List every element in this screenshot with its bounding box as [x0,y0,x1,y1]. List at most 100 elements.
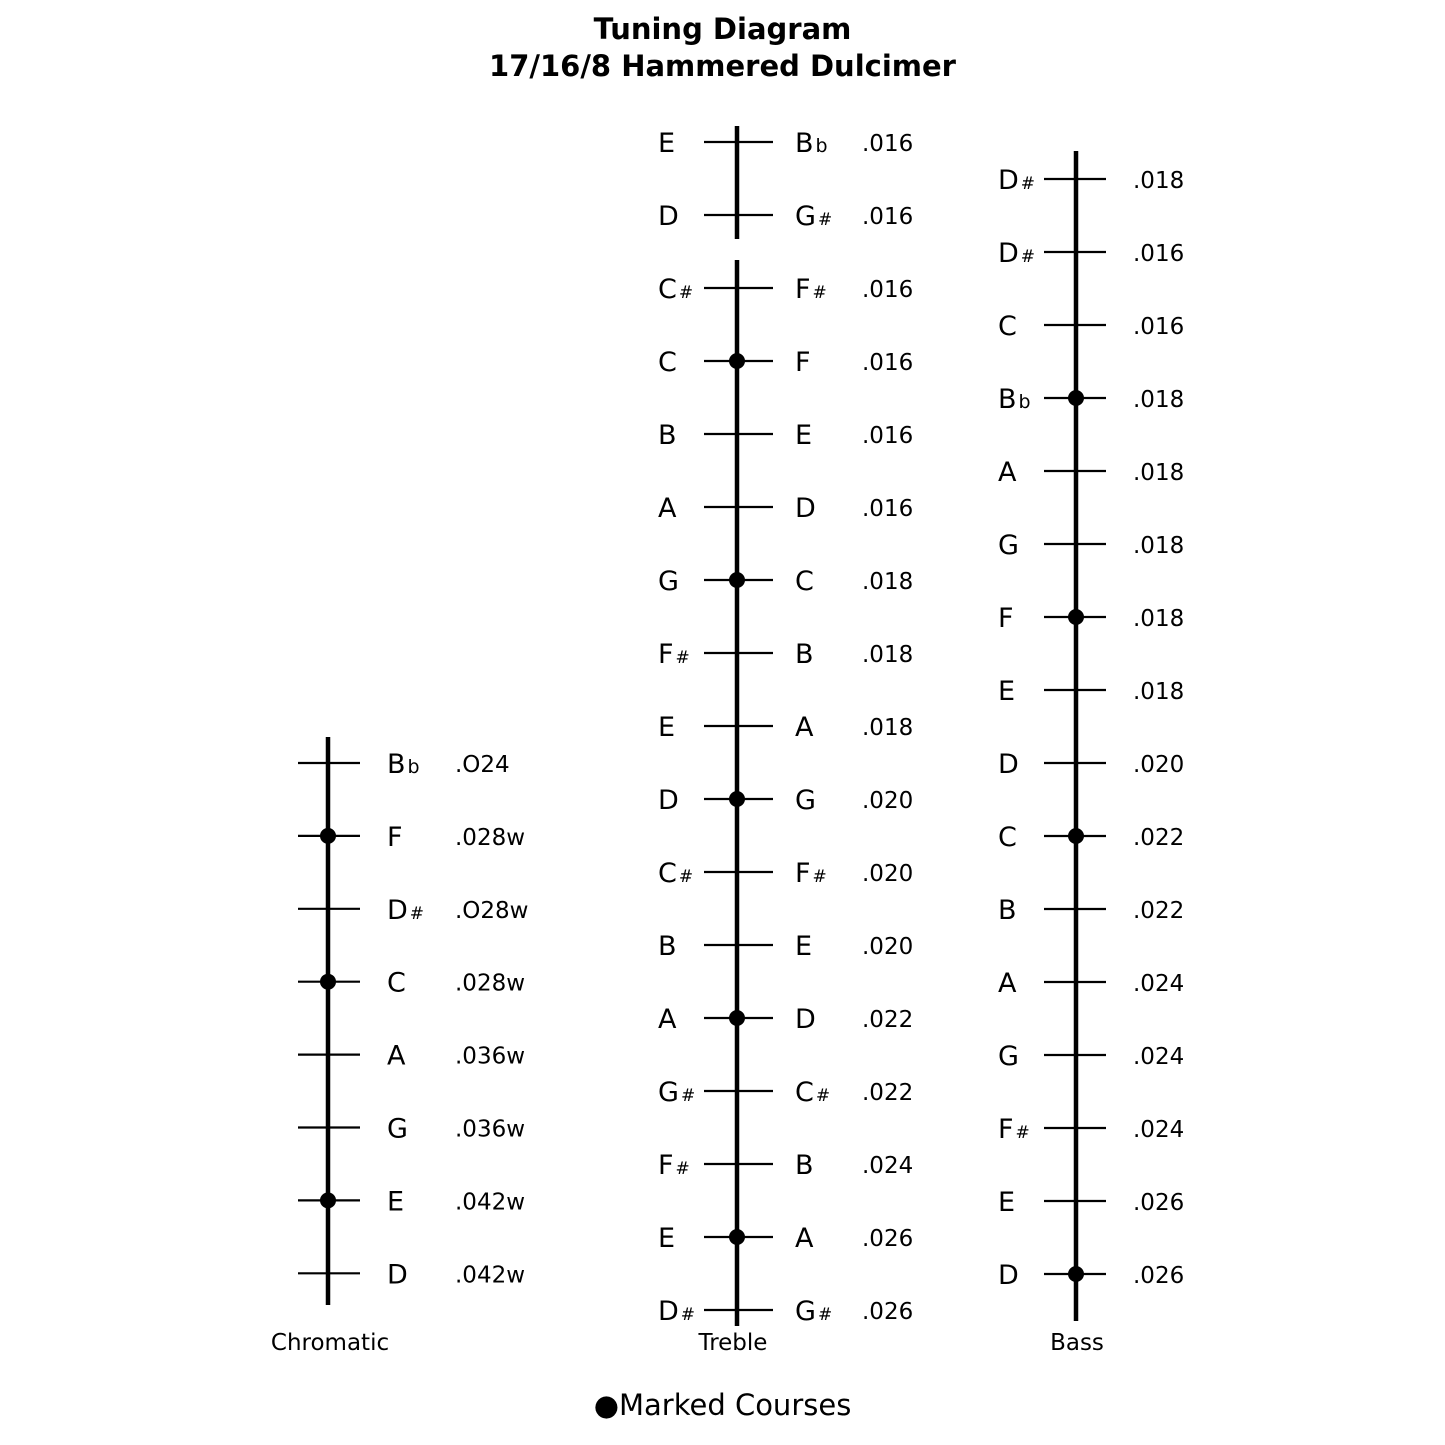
chromatic-gauge: .042w [455,1262,525,1288]
treble-right-note: F # [795,274,827,305]
bass-note: D # [998,238,1035,269]
bass-note: D [998,1260,1019,1291]
bass-gauge: .022 [1133,825,1184,851]
chromatic-note: C [387,968,406,999]
bass-note: C [998,822,1017,853]
treble-gauge: .016 [862,350,913,376]
marked-course-dot [729,572,745,588]
bass-note: C [998,311,1017,342]
chromatic-gauge: .028w [455,971,525,997]
marked-course-dot [1068,390,1084,406]
marked-course-dot [729,353,745,369]
bass-gauge: .018 [1133,533,1184,559]
bass-gauge: .016 [1133,314,1184,340]
treble-left-note: F # [658,1150,690,1181]
treble-right-note: G [795,785,816,816]
treble-gauge: .016 [862,131,913,157]
treble-left-note: E [658,1223,675,1254]
treble-left-note: A [658,493,677,524]
chromatic-note: E [387,1186,404,1217]
bass-gauge: .018 [1133,168,1184,194]
treble-left-note: E [658,712,675,743]
treble-gauge: .024 [862,1153,913,1179]
bass-note: F # [998,1114,1030,1145]
bass-gauge: .018 [1133,387,1184,413]
treble-right-note: G # [795,1296,832,1327]
legend-label: Marked Courses [619,1388,852,1422]
treble-left-note: B [658,420,677,451]
treble-gauge: .018 [862,715,913,741]
title-line-2: 17/16/8 Hammered Dulcimer [489,49,956,83]
bass-note: B [998,895,1017,926]
chromatic-gauge: .O28w [455,898,529,924]
treble-gauge: .016 [862,423,913,449]
marked-course-dot [729,791,745,807]
bass-gauge: .026 [1133,1190,1184,1216]
treble-right-note: D [795,1004,816,1035]
treble-right-note: F # [795,858,827,889]
chromatic-note: D [387,1259,408,1290]
treble-right-note: G # [795,201,832,232]
treble-right-note: B [795,639,814,670]
chromatic-gauge: .036w [455,1044,525,1070]
chromatic-gauge: .O24 [455,752,510,778]
treble-gauge: .022 [862,1080,913,1106]
bass-gauge: .016 [1133,241,1184,267]
bass-gauge: .022 [1133,898,1184,924]
treble-gauge: .020 [862,861,913,887]
treble-right-note: D [795,493,816,524]
treble-right-note: A [795,1223,814,1254]
marked-course-dot [1068,828,1084,844]
treble-gauge: .020 [862,934,913,960]
treble-gauge: .020 [862,788,913,814]
treble-gauge: .026 [862,1299,913,1325]
treble-left-note: C [658,347,677,378]
marked-course-dot [1068,1266,1084,1282]
treble-left-note: E [658,128,675,159]
treble-gauge: .016 [862,204,913,230]
chromatic-gauge: .036w [455,1117,525,1143]
treble-left-note: C # [658,274,693,305]
treble-left-note: D [658,201,679,232]
bass-note: E [998,1187,1015,1218]
bass-note: D [998,749,1019,780]
treble-gauge: .018 [862,569,913,595]
treble-gauge: .016 [862,277,913,303]
bass-gauge: .024 [1133,971,1184,997]
chromatic-label: Chromatic [271,1330,389,1356]
bass-gauge: .018 [1133,679,1184,705]
treble-right-note: E [795,931,812,962]
bass-gauge: .020 [1133,752,1184,778]
bass-gauge: .026 [1133,1263,1184,1289]
legend: ●Marked Courses [0,1388,1445,1422]
treble-left-note: A [658,1004,677,1035]
bass-note: A [998,457,1017,488]
marked-course-dot [320,1192,336,1209]
treble-right-note: C [795,566,814,597]
marked-course-dot [729,1229,745,1245]
bass-gauge: .018 [1133,460,1184,486]
treble-right-note: C # [795,1077,830,1108]
bass-note: A [998,968,1017,999]
chromatic-note: A [387,1041,406,1072]
treble-right-note: A [795,712,814,743]
treble-label: Treble [698,1330,768,1356]
treble-left-note: C # [658,858,693,889]
chromatic-note: F [387,822,403,853]
bass-note: G [998,530,1019,561]
bass-gauge: .024 [1133,1117,1184,1143]
bass-note: D # [998,165,1035,196]
treble-left-note: D [658,785,679,816]
marked-course-dot [1068,609,1084,625]
marked-course-dot-icon: ● [593,1388,619,1422]
bass-note: G [998,1041,1019,1072]
treble-gauge: .018 [862,642,913,668]
treble-right-note: E [795,420,812,451]
treble-left-note: D # [658,1296,695,1327]
marked-course-dot [320,827,336,844]
chromatic-gauge: .042w [455,1189,525,1215]
